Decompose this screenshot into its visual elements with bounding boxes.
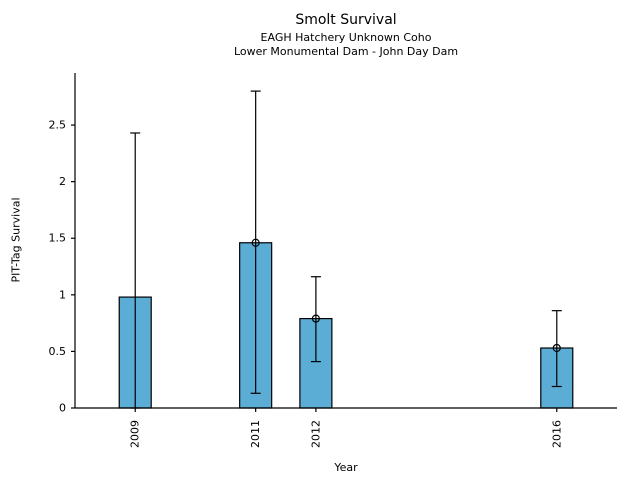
x-tick-label-2016: 2016: [550, 420, 563, 448]
point-marker-2012: [311, 314, 320, 323]
y-tick-label-2.5: 2.5: [49, 119, 67, 132]
y-tick-label-0.5: 0.5: [49, 345, 67, 358]
y-tick-label-2: 2: [59, 175, 66, 188]
x-axis-label: Year: [334, 461, 358, 474]
chart-subtitle-line2: Lower Monumental Dam - John Day Dam: [233, 45, 459, 58]
y-tick-label-1: 1: [59, 288, 66, 301]
y-axis-label: PIT-Tag Survival: [9, 197, 23, 283]
x-tick-label-2011: 2011: [249, 420, 262, 448]
x-tick-label-2012: 2012: [309, 420, 322, 448]
y-tick-label-0: 0: [59, 402, 66, 415]
point-marker-2011: [251, 238, 260, 247]
x-tick-label-2009: 2009: [129, 420, 142, 448]
chart-title: Smolt Survival: [295, 12, 397, 28]
y-tick-label-1.5: 1.5: [49, 232, 67, 245]
point-marker-2016: [552, 343, 561, 353]
chart-subtitle-line1: EAGH Hatchery Unknown Coho: [260, 31, 432, 44]
